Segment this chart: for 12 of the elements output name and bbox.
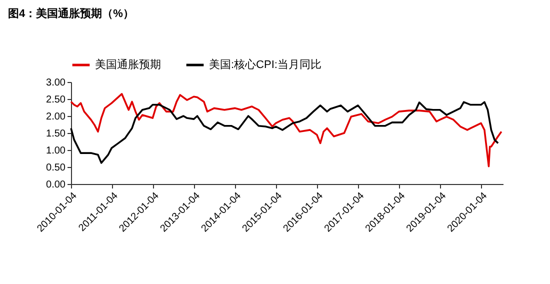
chart-title: 图4：美国通胀预期（%） <box>8 7 134 20</box>
y-tick-label: 2.00 <box>46 112 66 122</box>
y-tick-label: 0.50 <box>46 162 66 174</box>
y-tick-label: 1.50 <box>46 128 66 140</box>
y-tick-label: 2.50 <box>46 94 66 106</box>
y-tick-label: 3.00 <box>46 78 66 88</box>
legend-label: 美国:核心CPI:当月同比 <box>209 58 322 71</box>
y-tick-label: 1.00 <box>46 146 66 156</box>
line-series <box>70 101 499 164</box>
y-tick-label: 0.00 <box>46 180 66 190</box>
line-series <box>70 93 502 168</box>
legend-label: 美国通胀预期 <box>95 58 161 71</box>
